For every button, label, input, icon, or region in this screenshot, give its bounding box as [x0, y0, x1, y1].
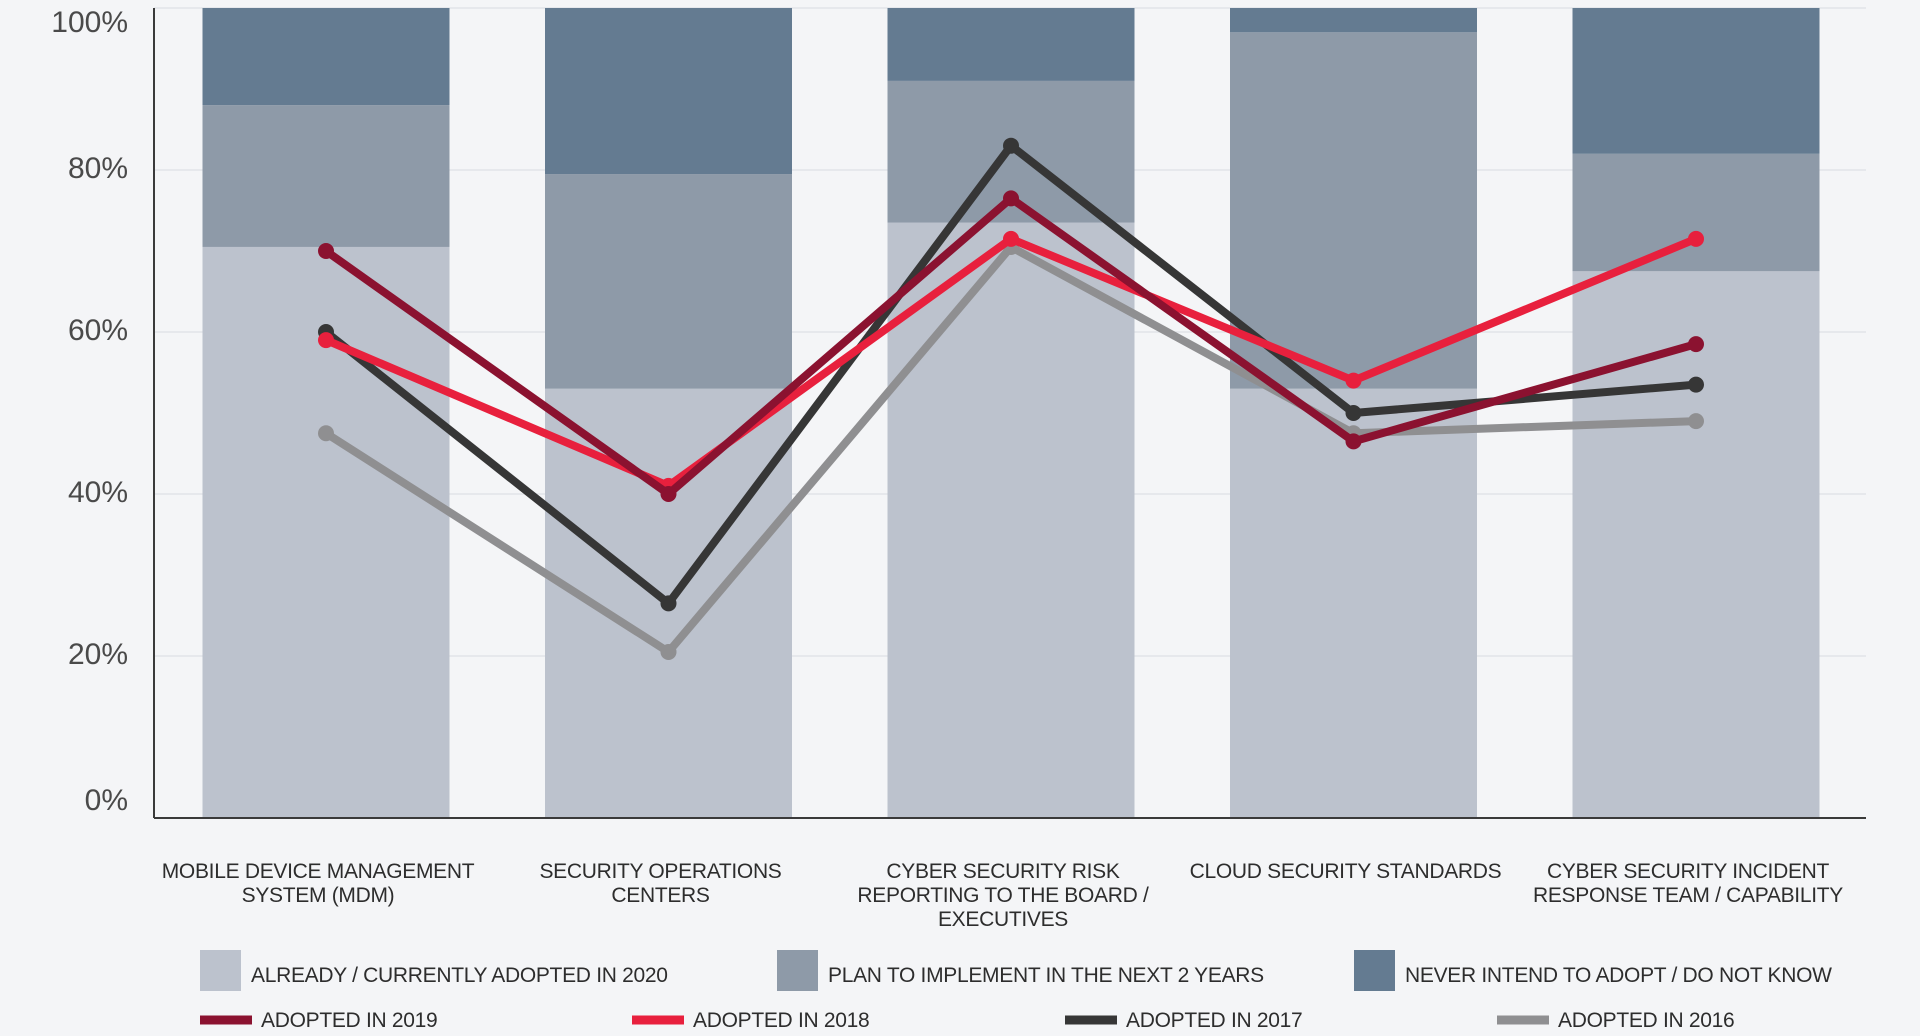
- legend-label: ADOPTED IN 2018: [693, 1009, 869, 1032]
- series-point: [1688, 413, 1704, 430]
- legend: ALREADY / CURRENTLY ADOPTED IN 2020 PLAN …: [200, 950, 1832, 1032]
- bar-segment: [202, 8, 450, 106]
- x-category-label: CYBER SECURITY INCIDENT: [1547, 860, 1830, 883]
- bar-segment: [1230, 388, 1477, 818]
- y-tick-label: 20%: [68, 638, 128, 671]
- axes: [153, 8, 1866, 819]
- series-point: [1688, 230, 1704, 247]
- series-point: [1688, 376, 1704, 393]
- y-tick-label: 40%: [68, 476, 128, 509]
- series-point: [1003, 190, 1019, 207]
- series-point: [318, 332, 334, 349]
- y-axis-tick-labels: 0% 20% 40% 60% 80% 100%: [51, 6, 128, 817]
- bar-segment: [545, 8, 792, 175]
- series-point: [1003, 230, 1019, 247]
- legend-label: ADOPTED IN 2016: [1558, 1009, 1734, 1032]
- stacked-bars: [202, 8, 1820, 818]
- x-category-label: CENTERS: [611, 884, 710, 907]
- series-point: [660, 486, 677, 502]
- bar-segment: [202, 105, 450, 247]
- legend-label: ADOPTED IN 2019: [261, 1009, 437, 1032]
- bar-segment: [1572, 271, 1820, 818]
- legend-label: PLAN TO IMPLEMENT IN THE NEXT 2 YEARS: [828, 964, 1264, 987]
- y-tick-label: 0%: [85, 784, 128, 817]
- x-category-label: SYSTEM (MDM): [242, 884, 395, 907]
- adoption-lines: [318, 137, 1704, 660]
- y-tick-label: 80%: [68, 152, 128, 185]
- legend-swatch: [200, 950, 241, 991]
- legend-label: ALREADY / CURRENTLY ADOPTED IN 2020: [251, 964, 668, 987]
- legend-swatch: [777, 950, 818, 991]
- x-category-label: RESPONSE TEAM / CAPABILITY: [1533, 884, 1843, 907]
- legend-label: NEVER INTEND TO ADOPT / DO NOT KNOW: [1405, 964, 1832, 987]
- bar-segment: [887, 222, 1135, 818]
- series-point: [1345, 372, 1362, 389]
- x-category-label: REPORTING TO THE BOARD /: [857, 884, 1149, 907]
- x-category-label: CLOUD SECURITY STANDARDS: [1190, 860, 1502, 883]
- series-point: [318, 425, 334, 442]
- bar-segment: [1572, 153, 1820, 272]
- bar-segment: [545, 174, 792, 389]
- x-category-label: SECURITY OPERATIONS: [539, 860, 781, 883]
- series-point: [1003, 137, 1019, 154]
- y-tick-label: 100%: [51, 6, 128, 39]
- series-point: [318, 243, 334, 259]
- series-point: [660, 595, 677, 612]
- y-tick-label: 60%: [68, 314, 128, 347]
- legend-label: ADOPTED IN 2017: [1126, 1009, 1302, 1032]
- bar-segment: [1230, 8, 1477, 33]
- bar-segment: [1572, 8, 1820, 154]
- x-category-label: MOBILE DEVICE MANAGEMENT: [162, 860, 475, 883]
- series-point: [1345, 433, 1362, 450]
- x-category-label: EXECUTIVES: [938, 908, 1068, 931]
- series-point: [1688, 336, 1704, 353]
- bar-segment: [1230, 32, 1477, 389]
- series-point: [660, 643, 677, 660]
- bar-segment: [887, 8, 1135, 81]
- legend-swatch: [1354, 950, 1395, 991]
- x-category-label: CYBER SECURITY RISK: [886, 860, 1119, 883]
- series-point: [1345, 405, 1362, 421]
